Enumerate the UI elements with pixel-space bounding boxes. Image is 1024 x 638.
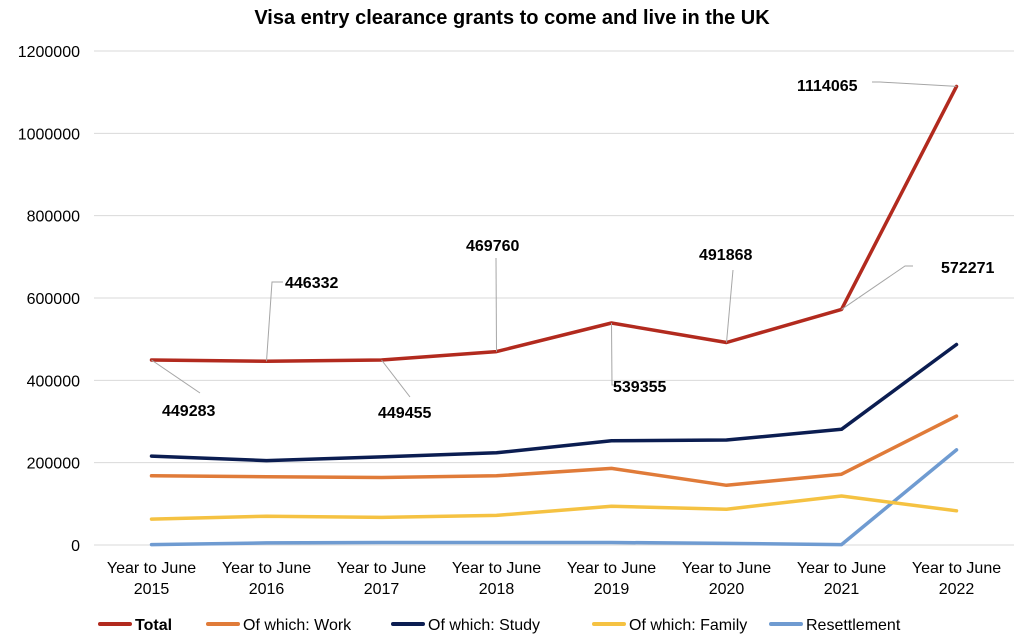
series-line-total — [149, 84, 959, 364]
data-label-leader — [266, 281, 283, 362]
data-labels: 449283 446332 449455 469760 539355 491868 5722… — [151, 78, 994, 422]
series-line-of-which-study — [149, 342, 959, 463]
data-label-leader — [381, 359, 411, 398]
data-label-leader — [726, 269, 734, 343]
x-tick-label: Year to June — [222, 560, 311, 577]
data-label: 446332 — [285, 275, 338, 292]
y-tick-label: 1200000 — [18, 44, 80, 61]
data-label: 449283 — [162, 403, 215, 420]
x-tick-label: Year to June — [797, 560, 886, 577]
y-tick-label: 200000 — [27, 456, 80, 473]
chart-title: Visa entry clearance grants to come and … — [254, 7, 770, 29]
x-tick-label: 2016 — [249, 581, 285, 598]
y-tick-label: 800000 — [27, 209, 80, 226]
y-tick-label: 1000000 — [18, 126, 80, 143]
data-label: 539355 — [613, 379, 666, 396]
y-tick-label: 400000 — [27, 373, 80, 390]
legend-label: Of which: Study — [428, 617, 540, 634]
y-tick-label: 0 — [71, 538, 80, 555]
data-label-leader — [495, 257, 497, 352]
series-line-of-which-family — [149, 494, 959, 521]
x-tick-label: 2017 — [364, 581, 400, 598]
x-tick-label: 2020 — [709, 581, 745, 598]
x-tick-label: Year to June — [337, 560, 426, 577]
y-axis-ticks: 0 200000 400000 600000 800000 1000000 1200000 — [18, 44, 80, 555]
x-tick-label: 2021 — [824, 581, 860, 598]
data-label-leader — [611, 322, 615, 386]
data-label-leader — [151, 359, 201, 394]
data-label-leader — [872, 81, 957, 87]
legend: Total Of which: Work Of which: Study Of whi… — [98, 617, 901, 634]
series-lines — [149, 84, 959, 547]
x-tick-label: Year to June — [107, 560, 196, 577]
x-tick-label: Year to June — [912, 560, 1001, 577]
legend-label: Of which: Work — [243, 617, 352, 634]
x-tick-label: 2018 — [479, 581, 515, 598]
x-tick-label: 2022 — [939, 581, 975, 598]
x-tick-label: 2019 — [594, 581, 630, 598]
x-tick-label: Year to June — [682, 560, 771, 577]
x-tick-label: Year to June — [567, 560, 656, 577]
series-line-of-which-work — [149, 414, 959, 488]
gridlines — [94, 50, 1014, 546]
x-tick-label: 2015 — [134, 581, 170, 598]
y-tick-label: 600000 — [27, 291, 80, 308]
data-label: 572271 — [941, 260, 994, 277]
data-label: 449455 — [378, 405, 431, 422]
data-label: 469760 — [466, 238, 519, 255]
legend-label: Of which: Family — [629, 617, 747, 634]
x-axis-ticks: Year to June 2015 Year to June 2016 Year to … — [107, 560, 1001, 598]
data-label: 1114065 — [797, 78, 858, 95]
legend-label: Resettlement — [806, 617, 901, 634]
series-line-resettlement — [149, 448, 959, 547]
x-tick-label: Year to June — [452, 560, 541, 577]
data-label-leader — [841, 265, 913, 310]
legend-label: Total — [135, 617, 172, 634]
data-label: 491868 — [699, 247, 752, 264]
